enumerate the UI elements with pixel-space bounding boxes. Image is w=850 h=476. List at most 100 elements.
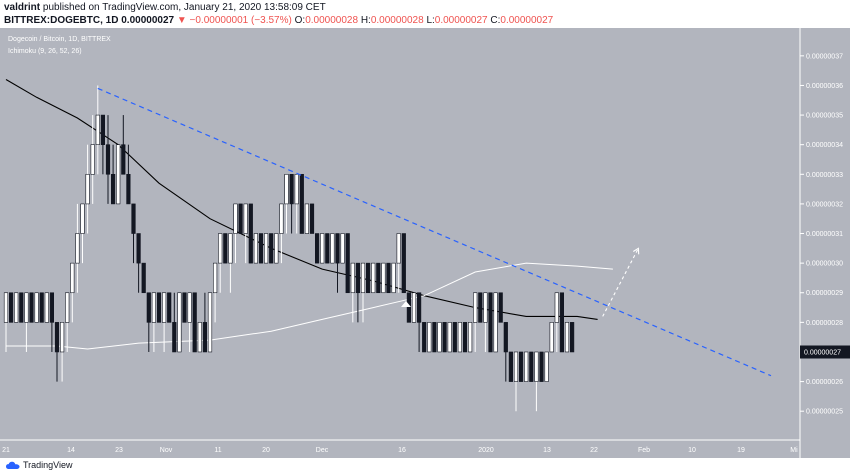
candle[interactable] — [493, 292, 498, 353]
tradingview-logo[interactable]: TradingView — [6, 460, 73, 470]
indicator-label[interactable]: Ichimoku (9, 26, 52, 26) — [8, 48, 82, 55]
candle[interactable] — [202, 292, 208, 353]
candle[interactable] — [488, 292, 493, 353]
candle[interactable] — [498, 292, 503, 323]
candle[interactable] — [473, 292, 478, 352]
candle[interactable] — [406, 292, 412, 323]
candle[interactable] — [59, 322, 65, 382]
candle[interactable] — [427, 322, 432, 353]
projection-arrow[interactable] — [602, 247, 640, 317]
candle[interactable] — [396, 233, 401, 293]
candle[interactable] — [80, 203, 85, 264]
candle[interactable] — [549, 322, 554, 353]
candle[interactable] — [467, 322, 473, 353]
candle[interactable] — [49, 292, 54, 352]
candle[interactable] — [238, 203, 243, 234]
price-axis[interactable]: 0.00000037 0.00000036 0.00000035 0.00000034… — [800, 53, 843, 416]
candle[interactable] — [457, 322, 463, 353]
candle[interactable] — [437, 322, 442, 353]
candle[interactable] — [534, 351, 539, 412]
candle[interactable] — [391, 262, 396, 294]
candle[interactable] — [524, 351, 529, 382]
candle[interactable] — [263, 233, 269, 264]
candle[interactable] — [218, 233, 223, 293]
chart-area[interactable]: 0.00000037 0.00000036 0.00000035 0.00000034… — [0, 28, 850, 458]
candle[interactable] — [432, 322, 437, 353]
candle[interactable] — [105, 115, 111, 204]
candle[interactable] — [131, 203, 136, 264]
candle[interactable] — [177, 292, 182, 353]
candle[interactable] — [116, 144, 121, 205]
candle[interactable] — [350, 262, 355, 323]
candle[interactable] — [243, 203, 248, 264]
candle[interactable] — [529, 351, 534, 382]
candle[interactable] — [126, 144, 131, 205]
candle[interactable] — [34, 292, 39, 323]
candle[interactable] — [462, 322, 468, 353]
candle[interactable] — [320, 233, 325, 264]
candle[interactable] — [70, 262, 75, 323]
candle[interactable] — [513, 351, 519, 412]
candle[interactable] — [544, 351, 549, 382]
candle[interactable] — [65, 292, 70, 352]
candle[interactable] — [452, 322, 457, 353]
candle[interactable] — [39, 292, 44, 323]
candle[interactable] — [228, 233, 233, 293]
candle[interactable] — [330, 233, 335, 264]
candle[interactable] — [14, 292, 19, 323]
candle[interactable] — [146, 292, 151, 352]
candle[interactable] — [223, 233, 228, 264]
candle[interactable] — [24, 292, 29, 352]
candle[interactable] — [167, 292, 172, 323]
candle[interactable] — [314, 233, 320, 264]
candle[interactable] — [447, 322, 452, 353]
candle[interactable] — [156, 292, 162, 323]
candle[interactable] — [416, 292, 422, 352]
candle[interactable] — [355, 262, 361, 323]
candle[interactable] — [54, 322, 60, 382]
candle[interactable] — [182, 292, 187, 323]
candle[interactable] — [213, 262, 218, 323]
candle[interactable] — [478, 292, 483, 323]
candle[interactable] — [518, 351, 524, 382]
candle[interactable] — [162, 292, 167, 352]
candle[interactable] — [376, 262, 381, 294]
candle[interactable] — [559, 292, 564, 353]
trendline[interactable] — [97, 87, 772, 377]
chart-svg[interactable]: 0.00000037 0.00000036 0.00000035 0.00000034… — [0, 28, 850, 458]
candle[interactable] — [172, 292, 177, 353]
candle[interactable] — [121, 115, 126, 175]
candle[interactable] — [100, 114, 105, 175]
candle[interactable] — [141, 262, 146, 294]
candle[interactable] — [19, 292, 24, 323]
candle[interactable] — [483, 292, 488, 352]
candle[interactable] — [304, 203, 310, 234]
candle[interactable] — [365, 262, 371, 294]
candle[interactable] — [90, 115, 95, 204]
candle[interactable] — [279, 203, 284, 264]
candle[interactable] — [269, 233, 274, 264]
candle[interactable] — [401, 233, 406, 294]
candle[interactable] — [503, 322, 508, 382]
candle[interactable] — [44, 292, 49, 323]
candle[interactable] — [192, 292, 197, 353]
candle[interactable] — [309, 203, 315, 234]
candle[interactable] — [411, 292, 417, 323]
author-name[interactable]: valdrint — [4, 2, 41, 13]
candle[interactable] — [29, 292, 34, 323]
candle[interactable] — [253, 233, 259, 264]
candle[interactable] — [442, 322, 447, 353]
candle[interactable] — [564, 322, 570, 353]
candle[interactable] — [95, 85, 100, 175]
candle[interactable] — [569, 322, 575, 353]
candle[interactable] — [151, 292, 157, 352]
candle[interactable] — [284, 173, 289, 234]
candle[interactable] — [258, 233, 264, 264]
candle[interactable] — [248, 203, 253, 264]
candle[interactable] — [197, 322, 202, 353]
candle[interactable] — [422, 322, 427, 353]
candle[interactable] — [187, 292, 192, 352]
candle[interactable] — [3, 292, 9, 352]
candle[interactable] — [233, 203, 238, 264]
candle[interactable] — [381, 262, 386, 294]
